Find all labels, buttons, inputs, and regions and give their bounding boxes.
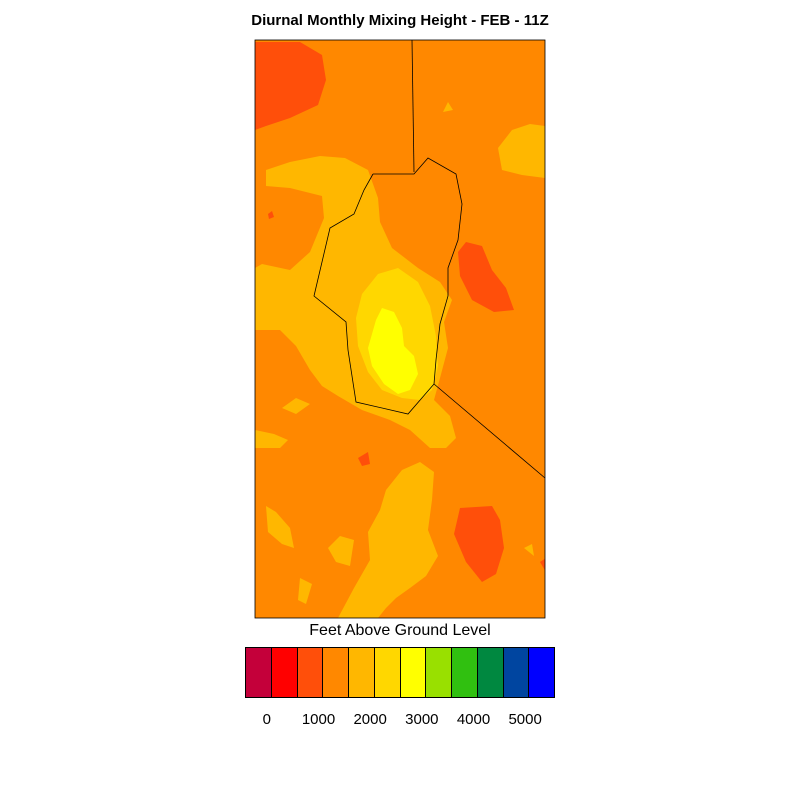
- band-2000-west-dot: [282, 398, 310, 414]
- colorbar-tick-label: 3000: [405, 711, 439, 728]
- low-pocket-small-center: [358, 452, 370, 466]
- colorbar-tick-label: 1000: [301, 711, 336, 728]
- colorbar: [245, 647, 555, 698]
- band-2000-northeast: [498, 124, 545, 178]
- colorbar-swatch: [476, 647, 504, 698]
- colorbar-tick-label: 4000: [456, 711, 491, 728]
- low-pocket-small-edge: [540, 558, 545, 571]
- low-pocket-small-west: [268, 211, 274, 219]
- colorbar-tick-label: 0: [262, 711, 271, 728]
- colorbar-tick-label: 5000: [508, 711, 542, 728]
- colorbar-swatch: [502, 647, 530, 698]
- band-2000-south-east-dot: [524, 544, 534, 556]
- map-frame: [254, 39, 546, 619]
- map-title: Diurnal Monthly Mixing Height - FEB - 11…: [251, 12, 549, 29]
- colorbar-swatch: [451, 647, 478, 698]
- colorbar-swatch: [425, 647, 452, 698]
- colorbar-swatch: [373, 647, 401, 698]
- colorbar-swatch: [399, 647, 427, 698]
- low-pocket-southeast: [454, 506, 504, 582]
- band-2000-south-small: [298, 578, 312, 604]
- colorbar-tick-label: 2000: [353, 711, 387, 728]
- colorbar-swatch: [245, 647, 272, 698]
- band-3000-core: [368, 308, 418, 394]
- low-pocket-northwest: [255, 42, 326, 130]
- colorbar-swatch: [270, 647, 298, 698]
- band-2000-northeast-dot: [443, 102, 453, 112]
- band-2000-south: [338, 462, 438, 618]
- boundary-lines: [313, 39, 546, 479]
- low-pocket-east: [458, 242, 514, 312]
- colorbar-swatch: [348, 647, 375, 698]
- state-boundary-north: [411, 39, 415, 173]
- colorbar-swatch: [528, 647, 555, 698]
- colorbar-swatch: [296, 647, 324, 698]
- band-2000-south-west: [266, 506, 294, 548]
- county-boundary: [313, 157, 463, 415]
- band-2000-southwest-lobe: [255, 430, 288, 448]
- colorbar-swatch: [322, 647, 349, 698]
- state-boundary-southeast: [433, 383, 546, 479]
- band-2000-south-mid: [328, 536, 354, 566]
- legend-title: Feet Above Ground Level: [309, 622, 491, 639]
